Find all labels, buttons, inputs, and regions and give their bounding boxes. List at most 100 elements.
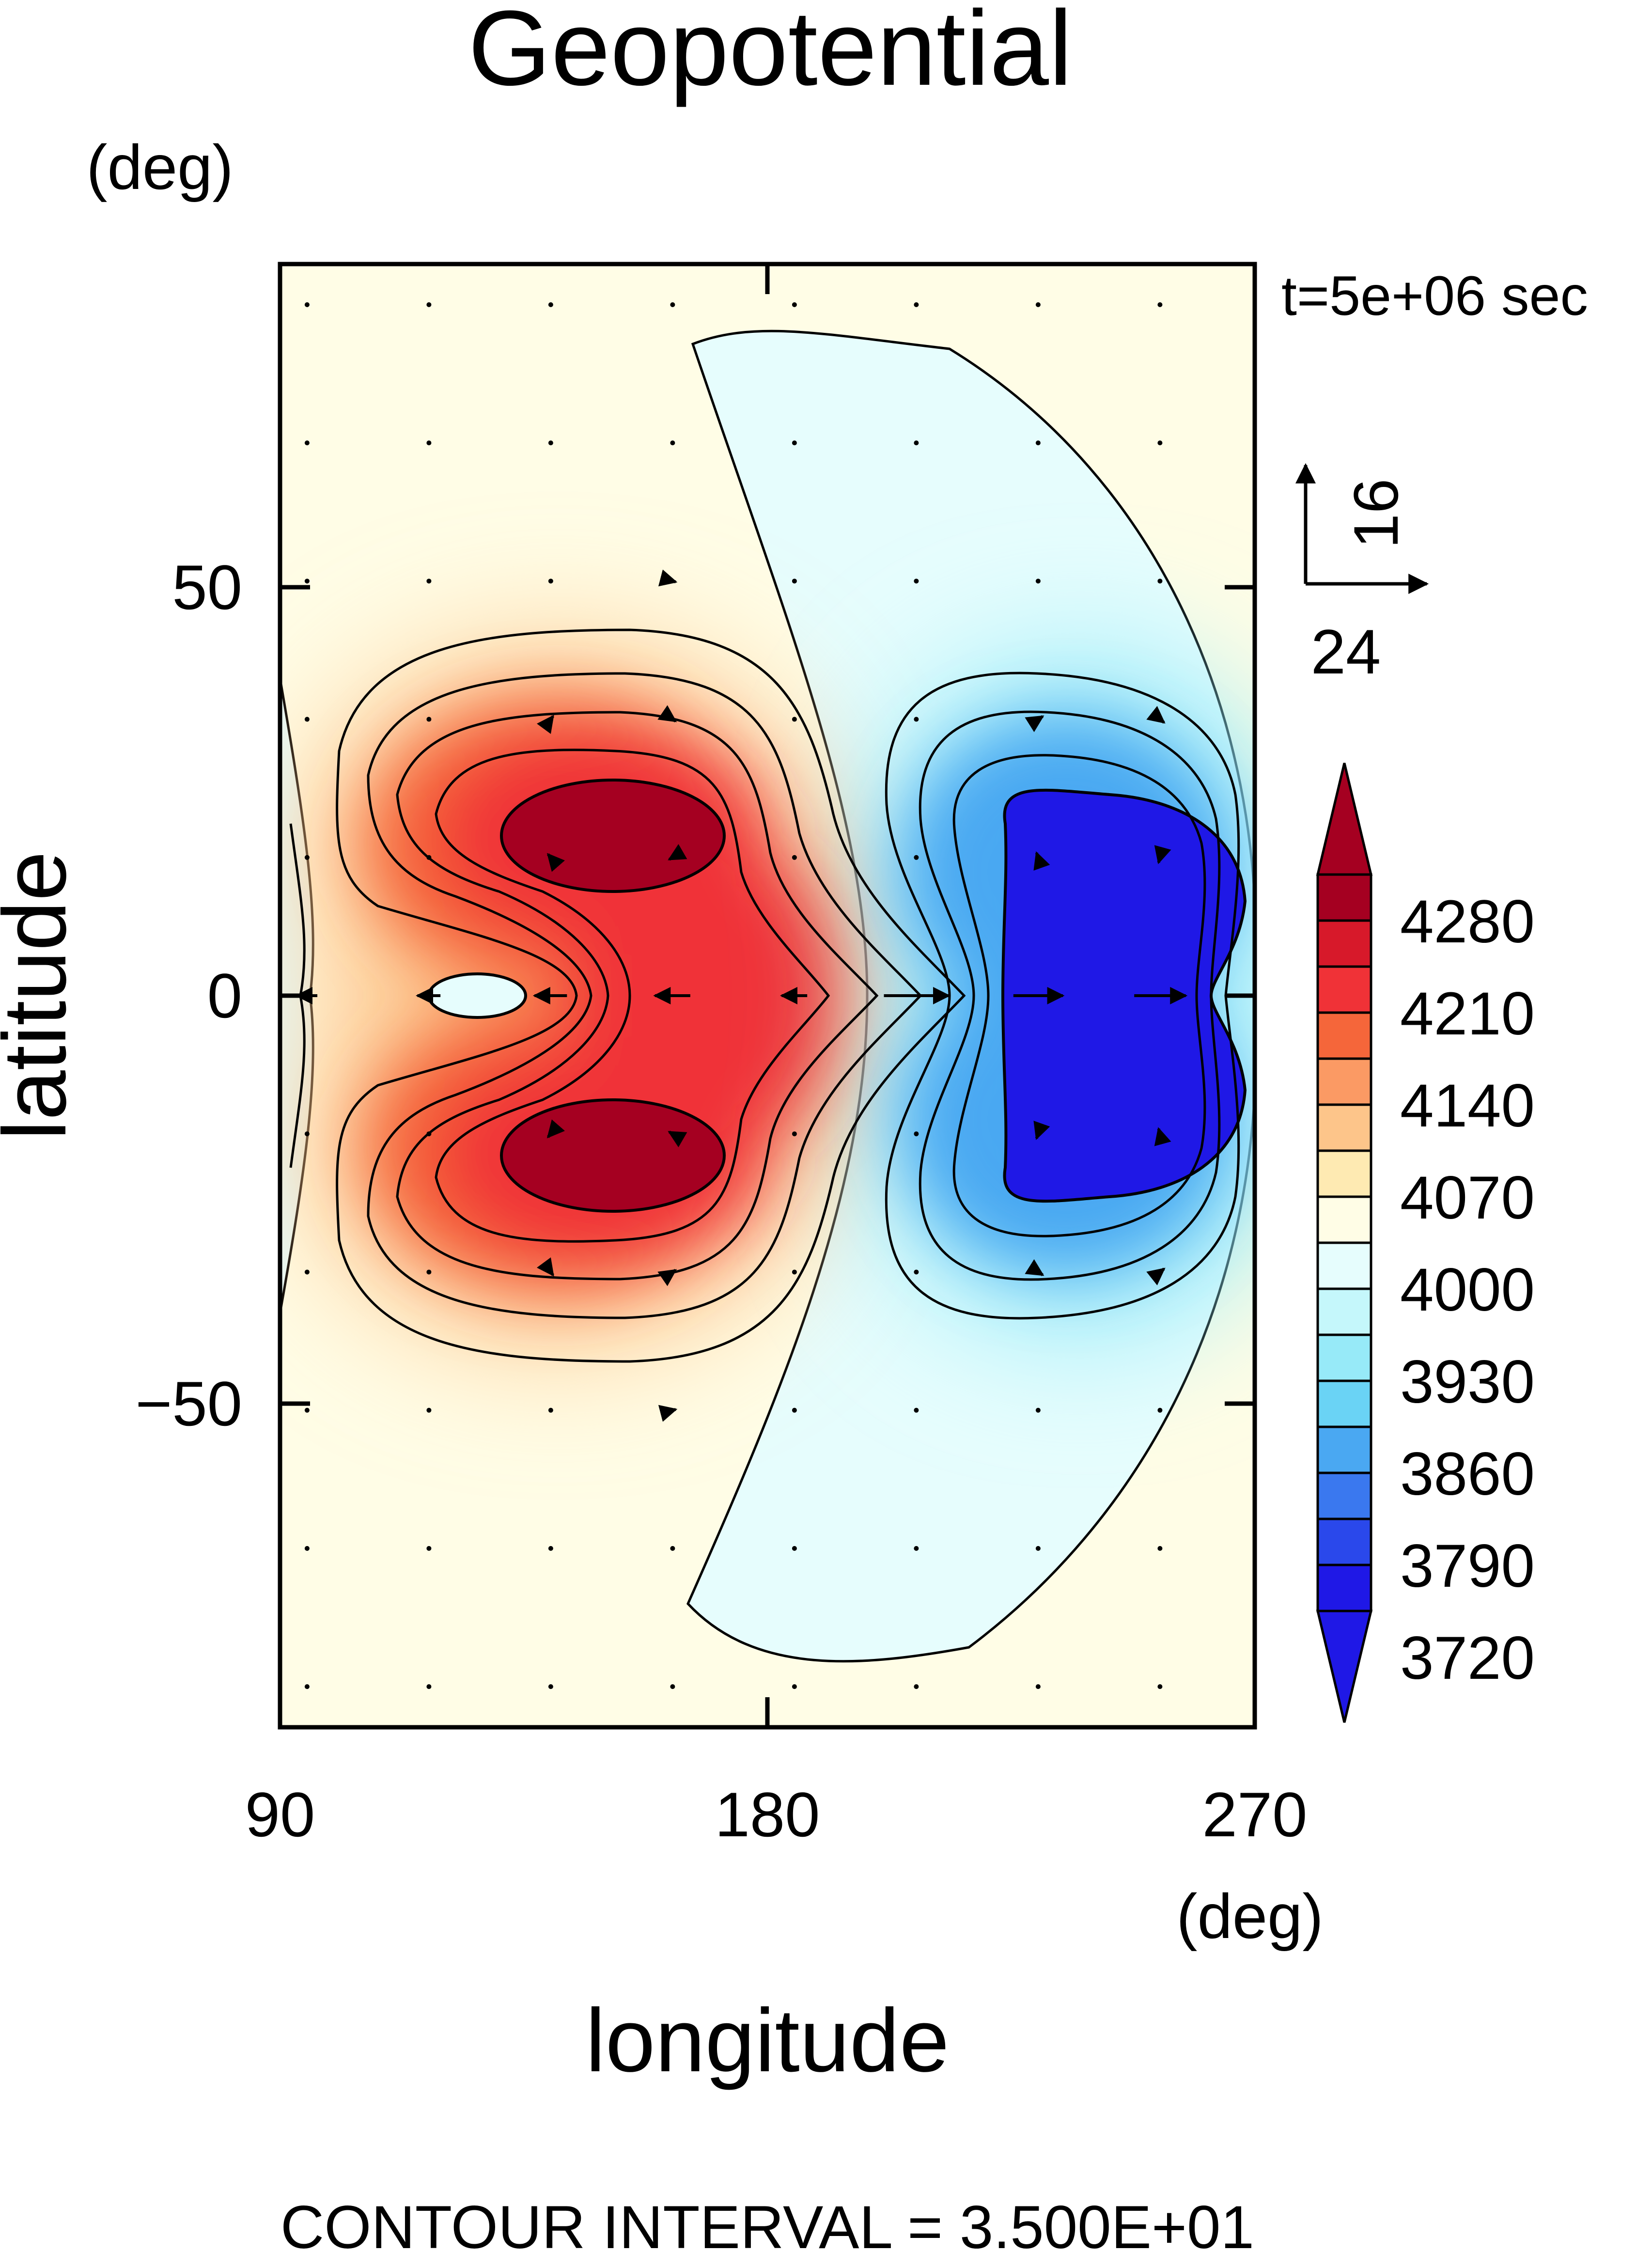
wind-vector [304,1407,310,1413]
wind-vector [548,1407,553,1413]
wind-vector [792,578,797,584]
wind-vector [1157,578,1163,584]
wind-vector [914,717,919,722]
colorbar-bottom-triangle [1316,1610,1373,1723]
wind-vector [426,1684,432,1689]
wind-vector [1157,1407,1163,1413]
colorbar-label: 4210 [1400,980,1535,1048]
colorbar-box [1316,1287,1372,1336]
wind-vector [792,440,797,446]
wind-vector [1033,851,1050,871]
colorbar-box [1316,1333,1372,1382]
wind-vector [792,1684,797,1689]
wind-vector [1025,715,1044,733]
colorbar-box [1316,1379,1372,1428]
wind-vector [304,302,310,307]
wind-vector [792,1546,797,1551]
wind-vector [1033,1121,1050,1140]
x-axis-label: longitude [586,1991,950,2091]
wind-vector [426,1269,432,1275]
wind-vector [670,1546,675,1551]
weak-low-center [427,972,527,1019]
axis-ticks [280,264,1255,1727]
wind-vector [914,440,919,446]
colorbar-label: 3720 [1400,1625,1535,1692]
wind-vector [792,717,797,722]
wind-vector [536,715,555,734]
wind-vector [426,440,432,446]
wind-vector [670,302,675,307]
wind-vector [1035,1546,1041,1551]
wind-vector [426,1407,432,1413]
wind-vector [914,1269,919,1275]
wind-vector [914,302,919,307]
x-tick-label-180: 180 [715,1779,820,1850]
wind-vector [546,853,565,872]
high-center-north [500,779,726,893]
colorbar-label: 3930 [1400,1348,1535,1416]
colorbar-label: 4000 [1400,1256,1535,1324]
wind-vector [304,1269,310,1275]
wind-vector [1157,1684,1163,1689]
low-core [1001,788,1247,1203]
wind-vector [304,855,310,860]
wind-vector [1035,440,1041,446]
wind-vector [1035,302,1041,307]
wind-vector [792,302,797,307]
x-tick-labels: 90 180 270 [245,1779,1308,1850]
reference-u-label: 24 [1311,616,1381,687]
colorbar-label: 4280 [1400,888,1535,955]
wind-vector [536,1257,555,1277]
wind-vector [548,302,553,307]
wind-vector [1035,1407,1041,1413]
wind-vector [657,1268,677,1286]
contour-lines [289,628,1240,1363]
high-center-south [500,1098,726,1213]
wind-vector [1157,1546,1163,1551]
colorbar-box [1316,1149,1372,1198]
y-tick-label-minus-50: −50 [135,1368,242,1439]
wind-vector [426,1546,432,1551]
wind-vector [1157,302,1163,307]
colorbar-box [1316,965,1372,1014]
wind-vector [914,578,919,584]
wind-vector [1146,1267,1166,1285]
colorbar-label: 3860 [1400,1440,1535,1508]
wind-vector [304,440,310,446]
colorbar-box [1316,1195,1372,1244]
reference-v-label: 16 [1340,479,1411,549]
wind-vector [1154,845,1171,864]
x-unit-label: (deg) [1176,1881,1323,1952]
wind-vector [914,1407,919,1413]
colorbar-label: 4140 [1400,1072,1535,1140]
colorbar-box [1316,919,1372,968]
colorbar-box [1316,1011,1372,1060]
wind-vector [668,1130,687,1147]
wind-vector [658,569,678,587]
wind-vector [1025,1259,1044,1276]
y-tick-label-0: 0 [207,960,242,1031]
colorbar-box [1316,1057,1372,1106]
footer-contour-interval: CONTOUR INTERVAL = 3.500E+01 [281,2194,1254,2261]
x-tick-label-90: 90 [245,1779,315,1850]
wind-vector [548,1684,553,1689]
wind-vector [304,717,310,722]
wind-vector [1157,440,1163,446]
wind-vector [914,1684,919,1689]
wind-vector [546,1119,565,1139]
y-tick-labels: 50 0 −50 [135,552,242,1439]
colorbar-box [1316,1241,1372,1290]
wind-vector [548,1546,553,1551]
y-tick-label-50: 50 [172,552,242,623]
colorbar-box [1316,1103,1372,1152]
wind-vector [792,855,797,860]
chart-title: Geopotential [468,0,1073,108]
y-unit-label: (deg) [86,132,233,203]
wind-vector [548,578,553,584]
wind-vector [426,578,432,584]
wind-vectors [295,302,1188,1689]
wind-vector [426,1131,432,1137]
wind-vector [426,855,432,860]
colorbar-box [1316,1563,1372,1612]
